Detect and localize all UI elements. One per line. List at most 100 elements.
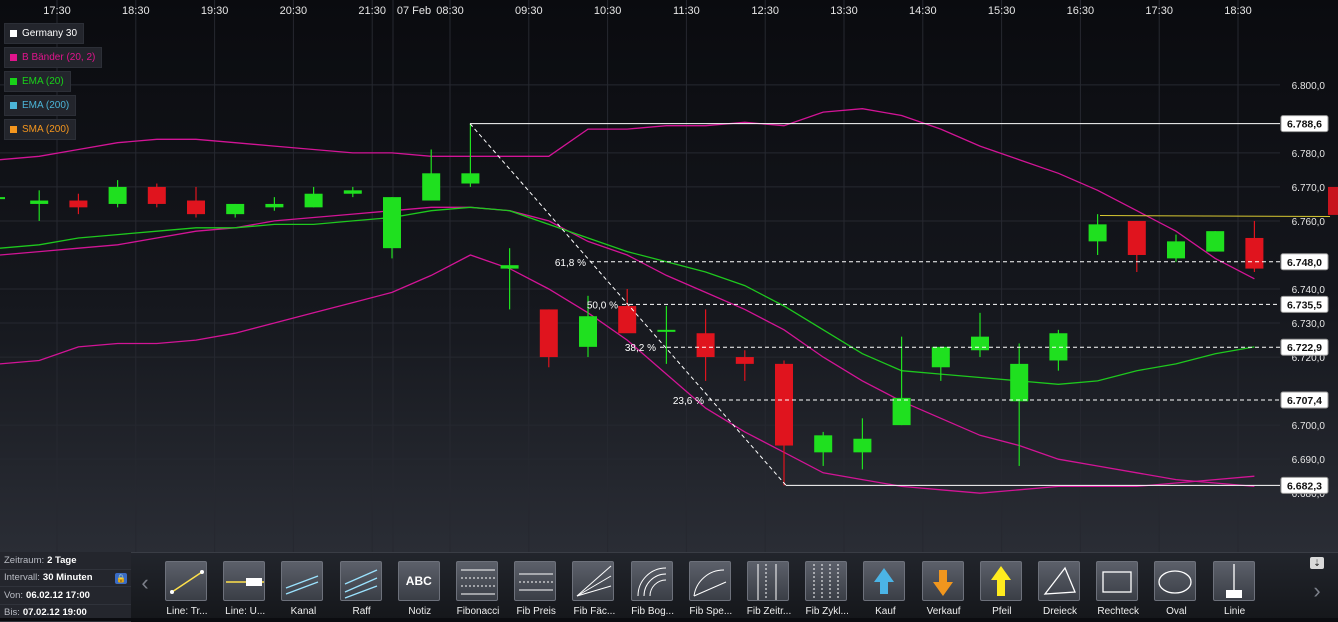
buy-arrow-icon — [863, 561, 905, 601]
current-price-marker — [1328, 187, 1338, 215]
candle-body — [1206, 231, 1224, 251]
candle-body — [736, 357, 754, 364]
tool-fib-speed[interactable]: Fib Spe... — [682, 561, 740, 619]
tool-label: Raff — [329, 606, 395, 617]
tool-fibonacci[interactable]: Fibonacci — [449, 561, 507, 619]
candle-body — [226, 204, 244, 214]
y-tick-label: 6.780,0 — [1292, 149, 1326, 160]
candle-body — [501, 265, 519, 268]
vertical-line-icon — [1213, 561, 1255, 601]
candle-body — [187, 201, 205, 215]
tool-label: Fib Bog... — [620, 606, 686, 617]
tool-label: Fib Spe... — [678, 606, 744, 617]
price-label: 6.682,3 — [1287, 480, 1322, 492]
chevron-right-icon[interactable]: › — [1310, 579, 1324, 603]
fib-time-icon-art — [748, 562, 788, 600]
x-tick-label: 14:30 — [909, 5, 937, 17]
trendline — [1100, 216, 1330, 217]
x-tick-label: 09:30 — [515, 5, 543, 17]
tool-vertical-line[interactable]: Linie — [1206, 561, 1264, 619]
candle-body — [540, 309, 558, 357]
y-tick-label: 6.770,0 — [1292, 183, 1326, 194]
candle-body — [657, 330, 675, 332]
tool-label: Linie — [1202, 606, 1268, 617]
legend: Germany 30 B Bänder (20, 2) EMA (20) EMA (2… — [4, 23, 102, 143]
bollinger-upper-line — [0, 109, 1254, 279]
buy-arrow-icon-art — [864, 562, 904, 600]
tool-fib-price[interactable]: Fib Preis — [507, 561, 565, 619]
candle-body — [344, 190, 362, 193]
tool-horizontal-line[interactable]: Line: U... — [216, 561, 274, 619]
fib-level-label: 50,0 % — [587, 300, 618, 311]
x-tick-label: 13:30 — [830, 5, 858, 17]
x-tick-label: 10:30 — [594, 5, 622, 17]
candle-body — [1128, 221, 1146, 255]
tool-arrow[interactable]: Pfeil — [973, 561, 1031, 619]
rectangle-icon-art — [1097, 562, 1137, 600]
tool-label: Notiz — [387, 606, 453, 617]
tool-rectangle[interactable]: Rechteck — [1089, 561, 1147, 619]
price-label: 6.735,5 — [1287, 299, 1322, 311]
fibonacci-icon-art — [457, 562, 497, 600]
fib-level-label: 61,8 % — [555, 258, 586, 269]
tool-fib-fan[interactable]: Fib Fäc... — [565, 561, 623, 619]
legend-swatch — [10, 54, 17, 61]
legend-item[interactable]: Germany 30 — [4, 23, 84, 44]
tool-label: Line: Tr... — [154, 606, 220, 617]
tool-label: Kanal — [270, 606, 336, 617]
legend-item[interactable]: SMA (200) — [4, 119, 76, 140]
x-tick-label: 19:30 — [201, 5, 229, 17]
candle-body — [697, 333, 715, 357]
fib-diagonal-line — [470, 124, 786, 486]
bottom-panel: Zeitraum: 2 Tage Intervall: 30 Minuten 🔒… — [0, 552, 1338, 618]
intervall-row[interactable]: Intervall: 30 Minuten 🔒 — [0, 570, 131, 588]
tool-label: Rechteck — [1085, 606, 1151, 617]
tool-oval[interactable]: Oval — [1147, 561, 1205, 619]
tool-trendline[interactable]: Line: Tr... — [158, 561, 216, 619]
fib-fan-icon — [572, 561, 614, 601]
legend-swatch — [10, 78, 17, 85]
candle-body — [814, 435, 832, 452]
candle-body — [1089, 224, 1107, 241]
legend-item[interactable]: EMA (20) — [4, 71, 71, 92]
zeitraum-row: Zeitraum: 2 Tage — [0, 552, 131, 570]
lock-icon[interactable]: 🔒 — [115, 573, 127, 584]
chevron-left-icon[interactable]: ‹ — [138, 571, 152, 595]
fib-fan-icon-art — [573, 562, 613, 600]
scroll-down-icon[interactable]: ⇣ — [1310, 557, 1324, 569]
trendline-icon-art — [166, 562, 206, 600]
tool-channel[interactable]: Kanal — [274, 561, 332, 619]
fib-arc-icon-art — [632, 562, 672, 600]
tool-fib-arc[interactable]: Fib Bog... — [624, 561, 682, 619]
fib-price-icon — [514, 561, 556, 601]
oval-icon-art — [1155, 562, 1195, 600]
candle-body — [383, 197, 401, 248]
price-label: 6.707,4 — [1287, 395, 1322, 407]
fib-cycle-icon — [805, 561, 847, 601]
legend-item[interactable]: B Bänder (20, 2) — [4, 47, 102, 68]
legend-item[interactable]: EMA (200) — [4, 95, 76, 116]
candle-body — [971, 337, 989, 351]
x-tick-label: 17:30 — [43, 5, 71, 17]
x-tick-label: 07 Feb — [397, 5, 431, 17]
tool-label: Fib Zykl... — [794, 606, 860, 617]
tool-fib-cycle[interactable]: Fib Zykl... — [798, 561, 856, 619]
legend-label: EMA (20) — [22, 76, 64, 87]
candle-body — [1245, 238, 1263, 269]
candle-body — [422, 173, 440, 200]
candle-body — [1010, 364, 1028, 401]
tool-label: Fib Preis — [503, 606, 569, 617]
candle-body — [0, 197, 5, 199]
tool-sell-arrow[interactable]: Verkauf — [915, 561, 973, 619]
y-tick-label: 6.700,0 — [1292, 421, 1326, 432]
tool-buy-arrow[interactable]: Kauf — [856, 561, 914, 619]
tool-raff-channel[interactable]: Raff — [333, 561, 391, 619]
fibonacci-icon — [456, 561, 498, 601]
tool-fib-time[interactable]: Fib Zeitr... — [740, 561, 798, 619]
tool-triangle[interactable]: Dreieck — [1031, 561, 1089, 619]
info-panel: Zeitraum: 2 Tage Intervall: 30 Minuten 🔒… — [0, 552, 131, 618]
tool-label: Verkauf — [911, 606, 977, 617]
